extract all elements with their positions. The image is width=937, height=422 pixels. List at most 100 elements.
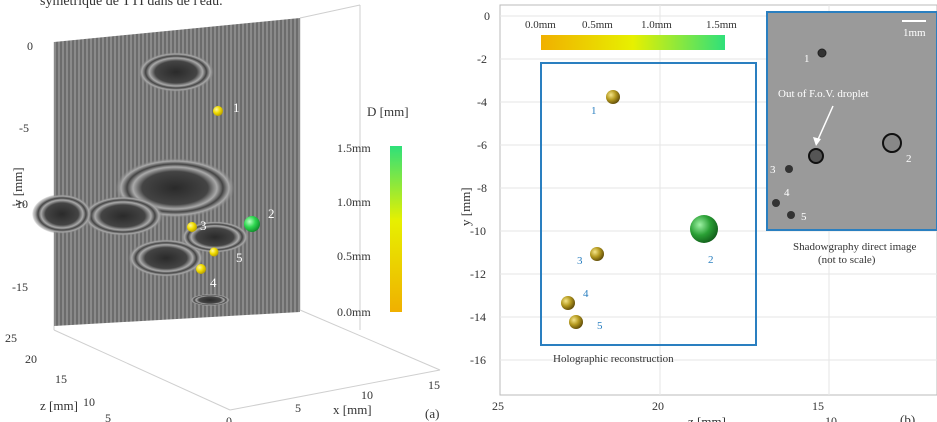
panel-b-y-axis: 0 -2 -4 -6 -8 -10 -12 -14 -16 y [mm] [458,9,490,367]
droplet-label-5: 5 [236,250,243,265]
panel-b-z-axis: 25 20 15 10 z [mm] [492,399,837,422]
b-z-title: z [mm] [688,414,726,422]
b-z-tick-2: 15 [812,399,824,413]
a-y-tick-3: -15 [12,280,28,294]
shadow-image [766,11,937,231]
shadow-label-4: 4 [784,187,790,199]
panel-b-droplets: 1 2 3 4 5 [561,90,718,332]
a-cbar-tick-1: 1.0mm [337,195,371,209]
oof-annotation: Out of F.o.V. droplet [778,88,869,100]
shadow-drop-3 [785,165,793,173]
panel-a-y-axis: 0 -5 -10 -15 y [mm] [10,39,33,294]
b-droplet-label-3: 3 [577,255,583,267]
a-x-tick-3: 15 [428,378,440,392]
a-z-tick-0: 25 [5,331,17,345]
shadow-drop-1 [817,48,827,58]
holo-caption: Holographic reconstruction [553,353,674,365]
shadow-label-5: 5 [801,211,807,223]
panel-a-colorbar: D [mm] 1.5mm 1.0mm 0.5mm 0.0mm [337,104,409,319]
a-y-tick-1: -5 [19,121,29,135]
b-cbar-tick-2: 1.0mm [641,19,672,31]
b-droplet-label-2: 2 [708,254,714,266]
b-axes-frame [499,4,937,396]
panel-a-droplets: 1 2 3 4 5 [187,100,275,290]
a-x-title: x [mm] [333,402,372,417]
a-cbar-tick-3: 0.0mm [337,305,371,319]
b-cbar-tick-0: 0.0mm [525,19,556,31]
b-droplet-2 [690,215,718,243]
scale-label: 1mm [903,27,926,39]
b-colorbar-gradient [541,35,725,50]
b-droplet-4 [561,296,575,310]
oof-arrow [815,105,834,145]
droplet-1 [213,106,223,116]
b-droplet-label-4: 4 [583,288,589,300]
b-y-tick-7: -14 [470,310,486,324]
b-z-tick-1: 20 [652,399,664,413]
droplet-label-1: 1 [233,100,240,115]
a-cbar-tick-0: 1.5mm [337,141,371,155]
a-colorbar-gradient [390,146,402,312]
a-x-tick-1: 5 [295,401,301,415]
b-droplet-1 [606,90,620,104]
a-cbar-tick-2: 0.5mm [337,249,371,263]
a-z-tick-3: 10 [83,395,95,409]
droplet-label-3: 3 [200,218,207,233]
b-z-tick-3: 10 [825,414,837,422]
b-y-tick-2: -4 [477,95,487,109]
b-y-tick-0: 0 [484,9,490,23]
b-droplet-label-5: 5 [597,320,603,332]
droplet-2 [244,216,260,232]
panel-b-colorbar: 0.0mm 0.5mm 1.0mm 1.5mm [525,19,737,50]
droplet-label-4: 4 [210,275,217,290]
a-x-tick-0: 0 [226,414,232,422]
b-droplet-label-1: 1 [591,105,597,117]
droplet-label-2: 2 [268,206,275,221]
top-caption: symétrique de TTI dans de l'eau. [40,0,223,9]
droplet-4 [196,264,206,274]
b-y-tick-4: -8 [477,181,487,195]
hologram-plane [32,18,300,326]
b-y-title: y [mm] [458,187,473,226]
shadow-label-2: 2 [906,153,912,165]
panel-a: 1 2 3 4 5 0 -5 -10 -15 y [mm] 25 20 15 1… [5,4,441,422]
holo-reconstruction-box [540,62,757,346]
oof-arrowhead [813,137,821,146]
shadow-label-3: 3 [770,164,776,176]
b-z-tick-0: 25 [492,399,504,413]
b-y-tick-1: -2 [477,52,487,66]
a-y-title: y [mm] [10,167,25,206]
droplet-5 [209,247,219,257]
panel-b-letter: (b) [900,412,915,422]
shadow-drop-2 [882,133,902,153]
b-y-tick-6: -12 [470,267,486,281]
panel-a-z-axis: 25 20 15 10 5 z [mm] [5,331,111,422]
droplet-3 [187,222,197,232]
a-y-tick-0: 0 [27,39,33,53]
b-cbar-tick-1: 0.5mm [582,19,613,31]
b-cbar-tick-3: 1.5mm [706,19,737,31]
b-droplet-5 [569,315,583,329]
b-droplet-3 [590,247,604,261]
panel-b: 0 -2 -4 -6 -8 -10 -12 -14 -16 y [mm] 25 … [458,4,937,422]
shadow-caption-1: Shadowgraphy direct image [793,241,917,253]
a-z-title: z [mm] [40,398,78,413]
panel-a-letter: (a) [425,406,439,421]
b-y-tick-5: -10 [470,224,486,238]
shadowgraphy-inset: 1mm 1 2 3 4 5 Out of F.o.V. droplet [766,11,937,231]
a-y-tick-2: -10 [12,197,28,211]
shadow-label-1: 1 [804,53,810,65]
shadow-drop-4 [772,199,780,207]
shadow-drop-oof [808,148,824,164]
a-z-tick-4: 5 [105,411,111,422]
a-colorbar-title: D [mm] [367,104,409,119]
shadow-caption-2: (not to scale) [818,254,876,266]
a-z-tick-2: 15 [55,372,67,386]
a-x-tick-2: 10 [361,388,373,402]
shadow-drop-5 [787,211,795,219]
panel-a-x-axis: 0 5 10 15 x [mm] [226,378,440,422]
b-y-tick-3: -6 [477,138,487,152]
b-y-tick-8: -16 [470,353,486,367]
a-z-tick-1: 20 [25,352,37,366]
